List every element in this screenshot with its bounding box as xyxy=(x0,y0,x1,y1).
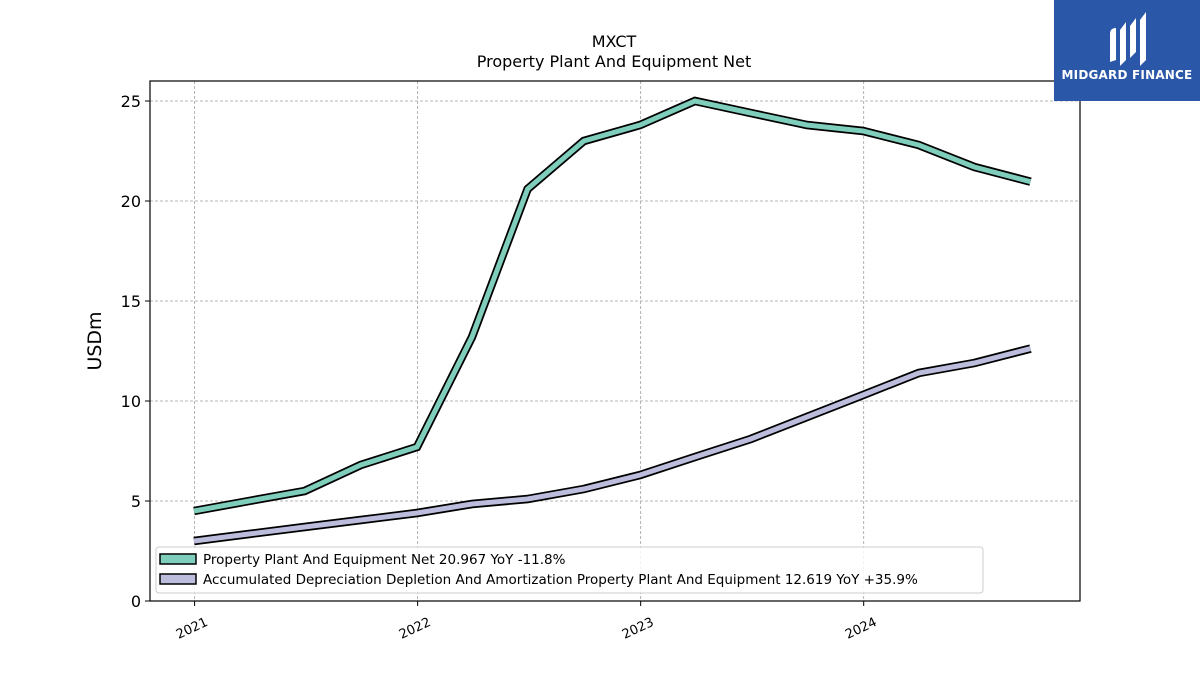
brand-logo: MIDGARD FINANCE xyxy=(1054,0,1200,101)
x-tick-label: 2021 xyxy=(174,615,210,643)
x-tick-label: 2024 xyxy=(843,615,879,643)
series-outline xyxy=(193,96,1032,516)
logo-text: MIDGARD FINANCE xyxy=(1061,68,1193,82)
legend-swatch xyxy=(159,553,197,565)
legend-label: Property Plant And Equipment Net 20.967 … xyxy=(203,552,566,568)
logo-icon xyxy=(1110,12,1146,66)
grid xyxy=(150,81,1080,602)
legend-label: Accumulated Depreciation Depletion And A… xyxy=(203,572,918,588)
chart-subtitle: Property Plant And Equipment Net xyxy=(477,52,752,71)
y-tick-label: 25 xyxy=(121,92,141,111)
series-lines xyxy=(193,96,1032,546)
legend-box xyxy=(155,546,984,594)
plot-frame xyxy=(149,80,1081,602)
legend-swatch xyxy=(159,573,197,585)
x-tick-label: 2023 xyxy=(620,615,656,643)
series-line xyxy=(193,346,1032,544)
y-tick-label: 0 xyxy=(131,592,141,611)
y-tick-label: 10 xyxy=(121,392,141,411)
y-tick-label: 5 xyxy=(131,492,141,511)
chart-title: MXCT xyxy=(592,32,637,51)
series-line xyxy=(193,98,1032,514)
y-tick-label: 20 xyxy=(121,192,141,211)
y-axis-label: USDm xyxy=(84,311,106,370)
x-tick-label: 2022 xyxy=(397,615,433,643)
legend: Property Plant And Equipment Net 20.967 … xyxy=(155,546,984,594)
y-tick-label: 15 xyxy=(121,292,141,311)
